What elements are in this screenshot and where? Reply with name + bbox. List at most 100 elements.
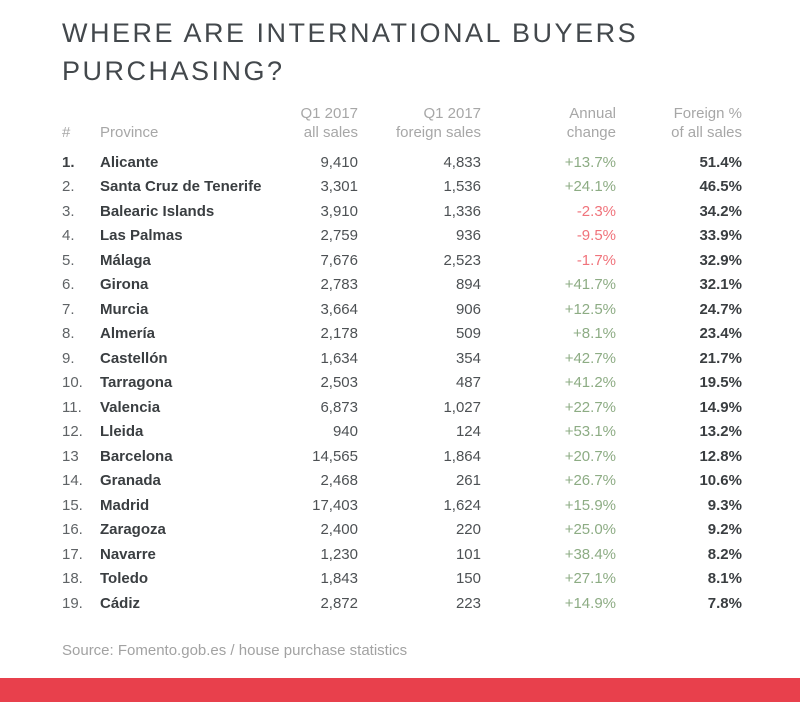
cell-province: Castellón xyxy=(100,349,168,367)
table-row: 13 Barcelona 14,565 1,864 +20.7% 12.8% xyxy=(62,444,742,469)
cell-all-sales: 6,873 xyxy=(320,398,358,416)
cell-annual-change: -2.3% xyxy=(576,202,616,220)
cell-rank: 13 xyxy=(62,447,79,465)
cell-annual-change: +20.7% xyxy=(564,447,616,465)
table-row: 3. Balearic Islands 3,910 1,336 -2.3% 34.2% xyxy=(62,199,742,224)
table-row: 10. Tarragona 2,503 487 +41.2% 19.5% xyxy=(62,371,742,396)
cell-province: Navarre xyxy=(100,545,156,563)
cell-all-sales: 3,664 xyxy=(320,300,358,318)
cell-rank: 14. xyxy=(62,472,83,490)
cell-foreign-sales: 2,523 xyxy=(443,251,481,269)
cell-all-sales: 1,230 xyxy=(320,545,358,563)
table-row: 16. Zaragoza 2,400 220 +25.0% 9.2% xyxy=(62,518,742,543)
cell-all-sales: 940 xyxy=(332,423,358,441)
cell-annual-change: +38.4% xyxy=(564,545,616,563)
cell-all-sales: 9,410 xyxy=(320,153,358,171)
cell-rank: 4. xyxy=(62,227,75,245)
cell-annual-change: +8.1% xyxy=(573,325,616,343)
cell-province: Santa Cruz de Tenerife xyxy=(100,178,262,196)
table-row: 12. Lleida 940 124 +53.1% 13.2% xyxy=(62,420,742,445)
cell-foreign-pct: 46.5% xyxy=(699,178,742,196)
table-row: 17. Navarre 1,230 101 +38.4% 8.2% xyxy=(62,542,742,567)
cell-province: Valencia xyxy=(100,398,161,416)
cell-foreign-sales: 509 xyxy=(455,325,481,343)
table-body: 1. Alicante 9,410 4,833 +13.7% 51.4% 2. Santa C… xyxy=(62,150,742,616)
cell-annual-change: +25.0% xyxy=(564,521,616,539)
header-annual-change: Annual change xyxy=(566,105,616,141)
cell-rank: 11. xyxy=(62,398,82,416)
cell-all-sales: 1,634 xyxy=(320,349,358,367)
table-row: 15. Madrid 17,403 1,624 +15.9% 9.3% xyxy=(62,493,742,518)
cell-foreign-pct: 10.6% xyxy=(699,472,742,490)
cell-rank: 18. xyxy=(62,570,83,588)
table-row: 11. Valencia 6,873 1,027 +22.7% 14.9% xyxy=(62,395,742,420)
cell-all-sales: 7,676 xyxy=(320,251,358,269)
header-rank: # xyxy=(62,124,71,141)
cell-foreign-pct: 19.5% xyxy=(699,374,742,392)
cell-foreign-sales: 220 xyxy=(455,521,481,539)
cell-foreign-sales: 487 xyxy=(455,374,481,392)
cell-rank: 8. xyxy=(62,325,75,343)
header-province: Province xyxy=(100,124,159,141)
cell-foreign-pct: 12.8% xyxy=(699,447,742,465)
table-row: 4. Las Palmas 2,759 936 -9.5% 33.9% xyxy=(62,224,742,249)
cell-all-sales: 2,759 xyxy=(320,227,358,245)
table-row: 9. Castellón 1,634 354 +42.7% 21.7% xyxy=(62,346,742,371)
cell-province: Madrid xyxy=(100,496,150,514)
cell-province: Toledo xyxy=(100,570,149,588)
cell-annual-change: +24.1% xyxy=(564,178,616,196)
cell-rank: 5. xyxy=(62,251,75,269)
cell-all-sales: 2,468 xyxy=(320,472,358,490)
cell-foreign-pct: 8.2% xyxy=(707,545,742,563)
cell-province: Las Palmas xyxy=(100,227,183,245)
cell-rank: 16. xyxy=(62,521,83,539)
table-row: 14. Granada 2,468 261 +26.7% 10.6% xyxy=(62,469,742,494)
cell-all-sales: 3,910 xyxy=(320,202,358,220)
province-sales-table: # Province Q1 2017 all sales Q1 2017 for… xyxy=(62,104,742,616)
cell-all-sales: 2,400 xyxy=(320,521,358,539)
cell-foreign-pct: 24.7% xyxy=(699,300,742,318)
cell-province: Almería xyxy=(100,325,156,343)
cell-all-sales: 2,872 xyxy=(320,594,358,612)
cell-foreign-pct: 8.1% xyxy=(707,570,742,588)
cell-annual-change: +42.7% xyxy=(564,349,616,367)
cell-rank: 19. xyxy=(62,594,83,612)
cell-foreign-pct: 7.8% xyxy=(707,594,742,612)
cell-rank: 6. xyxy=(62,276,75,294)
cell-annual-change: +22.7% xyxy=(564,398,616,416)
cell-rank: 15. xyxy=(62,496,83,514)
cell-rank: 3. xyxy=(62,202,75,220)
cell-foreign-sales: 261 xyxy=(455,472,481,490)
page-title-line2: PURCHASING? xyxy=(62,56,285,86)
cell-foreign-sales: 354 xyxy=(455,349,481,367)
cell-province: Tarragona xyxy=(100,374,173,392)
cell-province: Granada xyxy=(100,472,161,490)
cell-province: Zaragoza xyxy=(100,521,166,539)
cell-foreign-sales: 1,536 xyxy=(443,178,481,196)
cell-annual-change: +15.9% xyxy=(564,496,616,514)
header-all-sales: Q1 2017 all sales xyxy=(300,105,358,141)
cell-foreign-pct: 51.4% xyxy=(699,153,742,171)
cell-rank: 12. xyxy=(62,423,83,441)
cell-rank: 7. xyxy=(62,300,75,318)
cell-foreign-pct: 21.7% xyxy=(699,349,742,367)
cell-foreign-sales: 906 xyxy=(455,300,481,318)
cell-rank: 17. xyxy=(62,545,83,563)
page-title-line1: WHERE ARE INTERNATIONAL BUYERS xyxy=(62,18,639,48)
cell-annual-change: +27.1% xyxy=(564,570,616,588)
cell-foreign-sales: 1,027 xyxy=(443,398,481,416)
cell-all-sales: 1,843 xyxy=(320,570,358,588)
header-foreign-sales: Q1 2017 foreign sales xyxy=(395,105,481,141)
cell-province: Málaga xyxy=(100,251,151,269)
cell-foreign-sales: 124 xyxy=(455,423,481,441)
cell-annual-change: +53.1% xyxy=(564,423,616,441)
table-row: 18. Toledo 1,843 150 +27.1% 8.1% xyxy=(62,567,742,592)
cell-foreign-sales: 894 xyxy=(455,276,481,294)
cell-rank: 9. xyxy=(62,349,75,367)
cell-foreign-sales: 1,864 xyxy=(443,447,481,465)
table-row: 19. Cádiz 2,872 223 +14.9% 7.8% xyxy=(62,591,742,616)
cell-all-sales: 2,783 xyxy=(320,276,358,294)
cell-province: Balearic Islands xyxy=(100,202,215,220)
table-row: 2. Santa Cruz de Tenerife 3,301 1,536 +24.1%… xyxy=(62,175,742,200)
